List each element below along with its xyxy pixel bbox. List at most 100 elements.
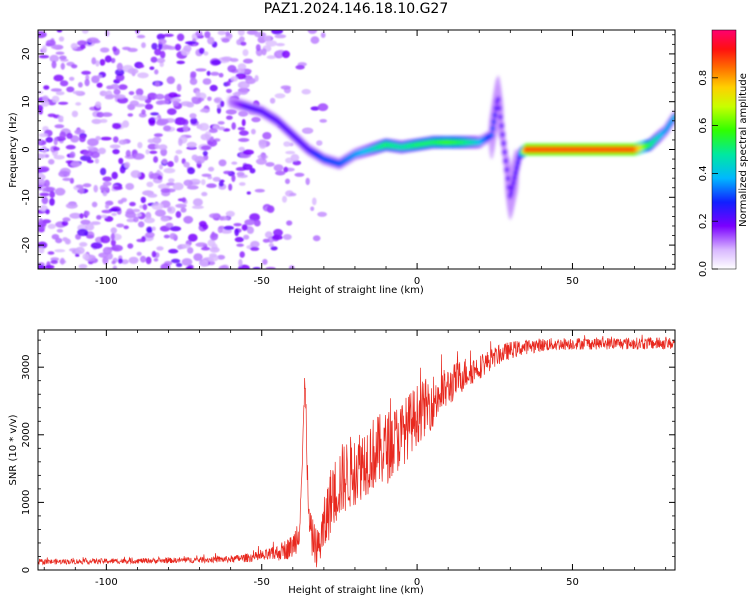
- spectrogram-noise-blob: [186, 185, 199, 190]
- spectrogram-noise-blob: [82, 253, 90, 260]
- spectrogram-noise-blob: [145, 256, 152, 265]
- spectrogram-noise-blob: [283, 141, 291, 147]
- spectrogram-noise-blob: [172, 182, 184, 191]
- spectrogram-noise-blob: [206, 183, 217, 188]
- spectrogram-noise-blob: [87, 138, 99, 147]
- spectrogram-noise-blob: [80, 44, 86, 49]
- spectrogram-noise-blob: [150, 112, 160, 116]
- spectrogram-noise-blob: [59, 131, 66, 140]
- spectrogram-noise-blob: [292, 160, 302, 166]
- spectrogram-noise-blob: [182, 124, 189, 133]
- spectrogram-noise-blob: [255, 158, 267, 165]
- spectrogram-noise-blob: [220, 229, 232, 234]
- spectrogram-noise-blob: [71, 64, 78, 69]
- spectrogram-noise-blob: [202, 78, 212, 85]
- spectrogram-noise-blob: [202, 150, 208, 156]
- spectrogram-ridge-core: [512, 176, 517, 180]
- spectrogram-noise-blob: [181, 258, 193, 266]
- spectrogram-noise-blob: [209, 213, 220, 219]
- spectrogram-noise-blob: [305, 177, 310, 186]
- spectrogram-noise-blob: [138, 95, 148, 101]
- spectrogram-noise-blob: [70, 43, 78, 50]
- spectrogram-noise-blob: [217, 30, 227, 36]
- spectrogram-noise-blob: [90, 221, 101, 226]
- spectrogram-noise-blob: [39, 192, 50, 197]
- spectrogram-noise-blob: [237, 30, 245, 36]
- spectrogram-noise-blob: [96, 74, 103, 79]
- spectrogram-noise-blob: [141, 42, 146, 49]
- spectrogram-noise-blob: [110, 57, 116, 64]
- spectrogram-noise-blob: [118, 139, 128, 145]
- spectrogram-noise-blob: [181, 119, 189, 126]
- spectrogram-noise-blob: [113, 136, 119, 143]
- spectrogram-noise-blob: [79, 135, 86, 143]
- spectrogram-noise-blob: [137, 72, 149, 79]
- spectrogram-noise-blob: [100, 214, 108, 219]
- spectrogram-noise-blob: [200, 133, 211, 141]
- spectrogram-noise-blob: [243, 58, 253, 64]
- spectrogram-noise-blob: [234, 228, 239, 237]
- spectrogram-noise-blob: [125, 149, 131, 158]
- spectrogram-noise-blob: [218, 72, 224, 78]
- spectrogram-noise-blob: [195, 90, 201, 99]
- spectrogram-noise-blob: [165, 222, 174, 228]
- spectrogram-noise-blob: [85, 223, 95, 231]
- spectrogram-noise-blob: [158, 38, 167, 45]
- spectrogram-noise-blob: [170, 97, 182, 103]
- spectrogram-noise-blob: [38, 246, 45, 254]
- spectrogram-noise-blob: [149, 150, 158, 154]
- spectrogram-noise-blob: [223, 225, 234, 231]
- spectrogram-noise-blob: [64, 238, 71, 245]
- spectrogram-y-ticks: -20 -10 0 10 20: [21, 34, 675, 265]
- spectrogram-noise-blob: [160, 148, 168, 157]
- spectrogram-noise-blob: [285, 150, 296, 155]
- spectrogram-noise-blob: [75, 253, 80, 257]
- snr-y-axis-label: SNR (10 * v/v): [8, 414, 19, 485]
- spectrogram-noise-blob: [172, 100, 179, 107]
- spectrogram-noise-blob: [207, 139, 218, 147]
- spectrogram-noise-blob: [106, 252, 113, 260]
- spectrogram-noise-blob: [96, 111, 104, 118]
- spectrogram-noise-blob: [225, 210, 235, 217]
- spectrogram-y-tick-label: -20: [21, 237, 32, 253]
- spectrogram-noise-blob: [200, 145, 211, 151]
- spectrogram-noise-blob: [152, 136, 162, 144]
- spectrogram-noise-blob: [75, 102, 82, 106]
- spectrogram-noise-blob: [100, 47, 110, 53]
- spectrogram-ridge-core: [514, 171, 518, 175]
- spectrogram-noise-blob: [47, 113, 56, 118]
- spectrogram-noise-blob: [100, 136, 112, 141]
- spectrogram-noise-blob: [44, 265, 55, 269]
- spectrogram-noise-blob: [253, 219, 261, 227]
- spectrogram-noise-blob: [169, 233, 177, 240]
- spectrogram-ridge-core: [491, 127, 495, 130]
- spectrogram-noise-blob: [176, 33, 185, 42]
- spectrogram-noise-blob: [110, 233, 115, 241]
- spectrogram-noise-blob: [195, 30, 203, 37]
- spectrogram-noise-blob: [80, 219, 91, 225]
- spectrogram-noise-blob: [79, 242, 88, 247]
- spectrogram-noise-blob: [81, 30, 89, 34]
- spectrogram-noise-blob: [69, 151, 76, 159]
- spectrogram-noise-blob: [231, 161, 238, 165]
- spectrogram-noise-blob: [207, 36, 215, 45]
- spectrogram-noise-blob: [183, 179, 193, 187]
- spectrogram-noise-blob: [240, 41, 247, 46]
- spectrogram-noise-blob: [236, 243, 244, 247]
- spectrogram-noise-blob: [98, 147, 106, 155]
- spectrogram-noise-blob: [111, 212, 117, 216]
- spectrogram-noise-blob: [175, 203, 187, 208]
- spectrogram-noise-blob: [94, 158, 100, 164]
- spectrogram-noise-blob: [112, 46, 117, 52]
- spectrogram-ridge-core: [490, 133, 494, 137]
- snr-y-tick-label: 2000: [21, 422, 32, 447]
- spectrogram-noise-blob: [167, 108, 177, 115]
- spectrogram-noise-blob: [265, 40, 278, 47]
- spectrogram-noise-blob: [274, 93, 286, 99]
- spectrogram-noise-blob: [217, 121, 225, 125]
- spectrogram-noise-blob: [262, 258, 268, 265]
- spectrogram-noise-blob: [238, 138, 250, 142]
- spectrogram-noise-blob: [281, 50, 290, 59]
- spectrogram-noise-blob: [91, 201, 98, 208]
- spectrogram-noise-blob: [62, 177, 72, 181]
